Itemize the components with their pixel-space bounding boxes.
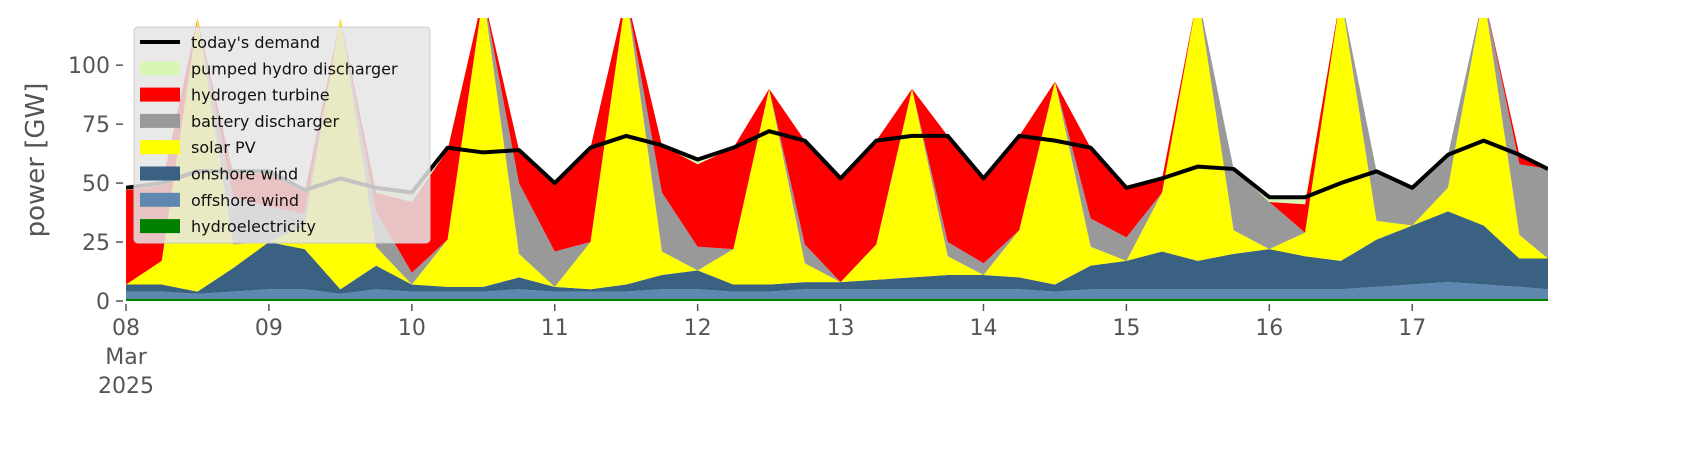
- y-tick-label: 75: [82, 113, 110, 138]
- x-tick-label: 13: [826, 316, 855, 341]
- x-tick-label: 09: [254, 316, 283, 341]
- legend-label: hydroelectricity: [191, 217, 316, 236]
- legend-swatch: [140, 192, 180, 207]
- x-tick-label: 08 Mar 2025: [98, 316, 154, 399]
- legend-swatch: [140, 113, 180, 128]
- legend-swatch: [140, 166, 180, 181]
- legend-label: battery discharger: [191, 112, 339, 131]
- area: [126, 211, 1548, 294]
- area: [126, 282, 1548, 299]
- y-axis-label: power [GW]: [21, 83, 51, 238]
- area: [126, 298, 1548, 301]
- legend-label: offshore wind: [191, 191, 299, 210]
- x-tick-label: 10: [397, 316, 426, 341]
- x-tick-label: 14: [969, 316, 998, 341]
- legend-label: solar PV: [191, 138, 256, 157]
- x-tick-label: 16: [1255, 316, 1284, 341]
- legend-box: [133, 26, 431, 244]
- x-tick-label: 11: [540, 316, 569, 341]
- area: [126, 18, 1548, 285]
- plot-area: [126, 18, 1548, 301]
- legend-swatch: [140, 219, 180, 234]
- legend-swatch: [140, 140, 180, 155]
- legend-label: pumped hydro discharger: [191, 59, 398, 78]
- legend-label: hydrogen turbine: [191, 86, 330, 105]
- y-tick-label: 0: [96, 290, 110, 315]
- legend-swatch: [140, 61, 180, 76]
- legend-label: today's demand: [191, 33, 320, 52]
- x-tick-label: 15: [1112, 316, 1141, 341]
- legend-swatch: [140, 87, 180, 102]
- y-tick-label: 100: [68, 54, 110, 79]
- y-tick-label: 50: [82, 172, 110, 197]
- x-tick-label: 17: [1398, 316, 1427, 341]
- y-tick-label: 25: [82, 231, 110, 256]
- area: [126, 18, 1548, 292]
- x-tick-label: 12: [683, 316, 712, 341]
- legend-label: onshore wind: [191, 165, 298, 184]
